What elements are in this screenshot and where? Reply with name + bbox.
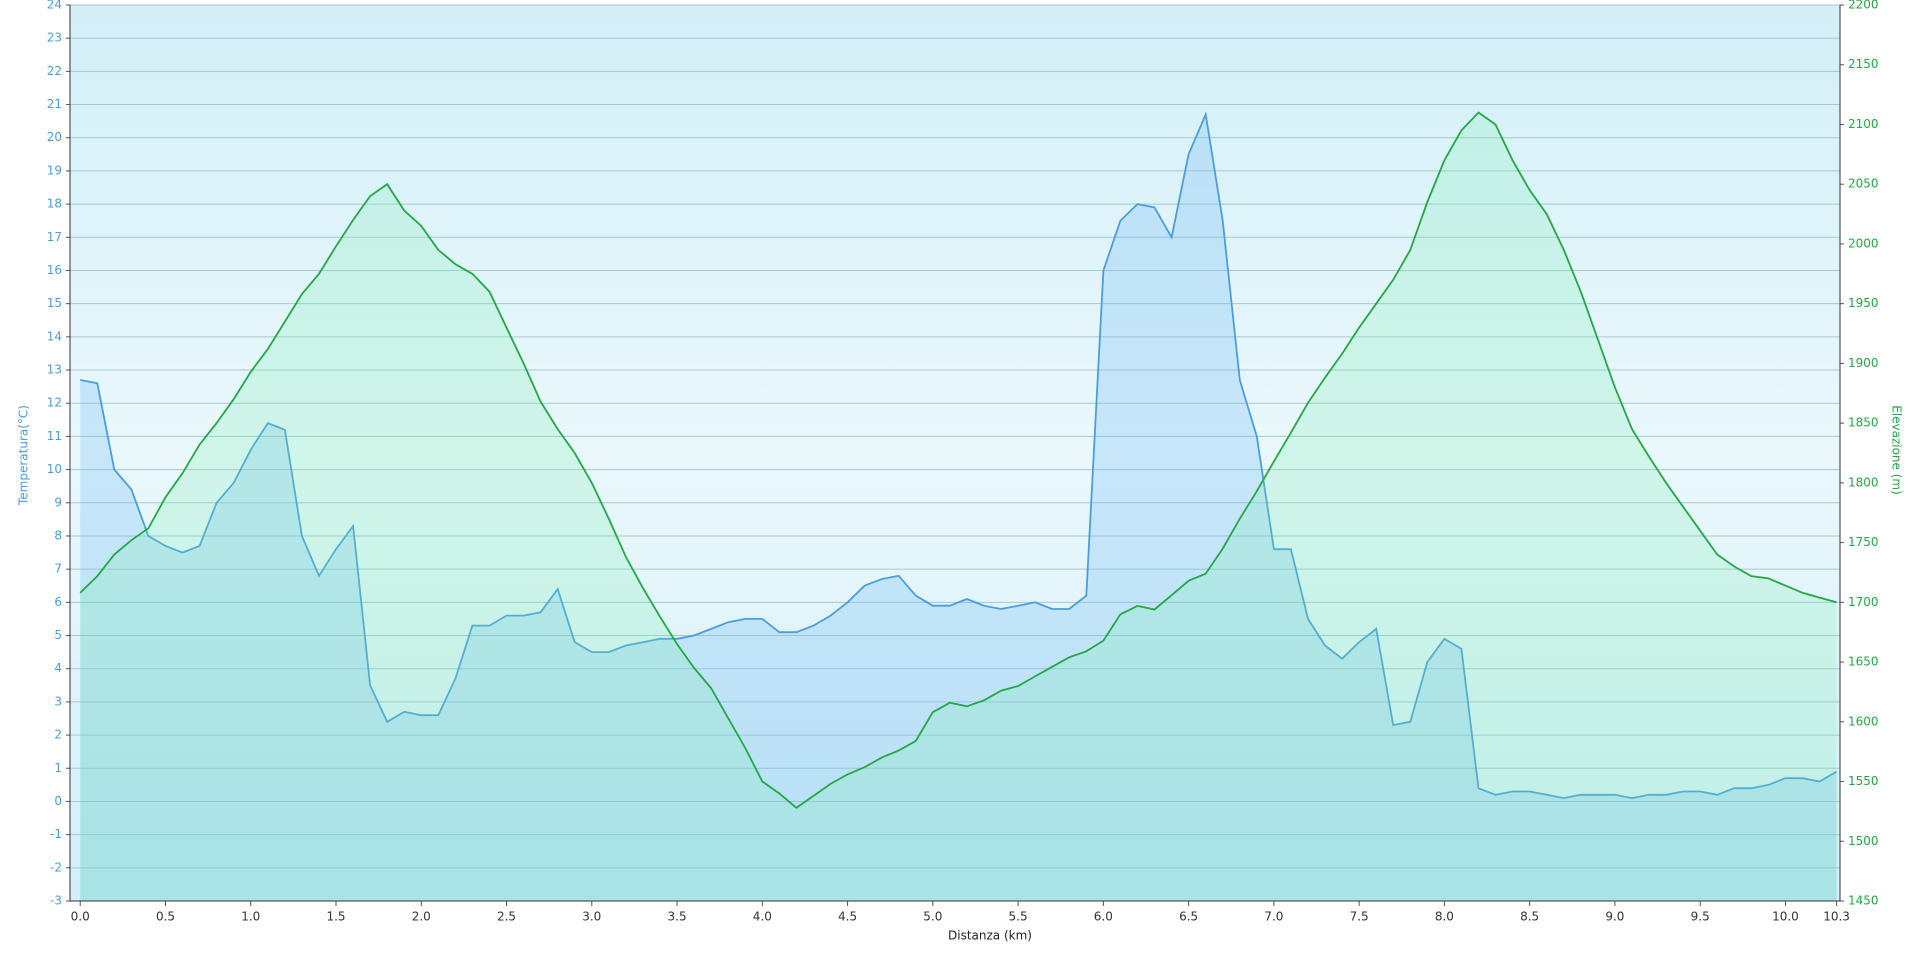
y-tick-label: -1 <box>50 827 62 841</box>
y2-tick-label: 1500 <box>1848 834 1879 848</box>
y-tick-label: 17 <box>47 230 62 244</box>
x-tick-label: 4.5 <box>838 910 857 924</box>
y2-tick-label: 1700 <box>1848 595 1879 609</box>
x-tick-label: 5.5 <box>1009 910 1028 924</box>
y2-tick-label: 1550 <box>1848 774 1879 788</box>
y-tick-label: 15 <box>47 296 62 310</box>
x-tick-label: 10.3 <box>1823 910 1850 924</box>
x-tick-label: 10.0 <box>1772 910 1799 924</box>
y-tick-label: 12 <box>47 396 62 410</box>
y-tick-label: 2 <box>54 728 62 742</box>
x-tick-label: 8.0 <box>1435 910 1454 924</box>
y-tick-label: 0 <box>54 794 62 808</box>
y-tick-label: 14 <box>47 329 62 343</box>
x-tick-label: 6.5 <box>1179 910 1198 924</box>
y-tick-label: 24 <box>47 0 62 12</box>
x-tick-label: 4.0 <box>753 910 772 924</box>
y2-tick-label: 1900 <box>1848 356 1879 370</box>
y-tick-label: 5 <box>54 628 62 642</box>
y-tick-label: 19 <box>47 163 62 177</box>
y-tick-label: 8 <box>54 528 62 542</box>
x-tick-label: 1.5 <box>326 910 345 924</box>
series-line <box>80 111 1838 800</box>
y-tick-label: 20 <box>47 130 62 144</box>
x-tick-label: 5.0 <box>923 910 942 924</box>
y2-tick-label: 2050 <box>1848 177 1879 191</box>
y2-tick-label: 1850 <box>1848 416 1879 430</box>
y-axis-title: Temperatura(°C) <box>17 405 31 506</box>
y-tick-label: 23 <box>47 31 62 45</box>
y-tick-label: 4 <box>54 661 62 675</box>
y-tick-label: 3 <box>54 694 62 708</box>
series-area <box>80 114 1837 901</box>
y-tick-label: 22 <box>47 64 62 78</box>
x-tick-label: 3.5 <box>668 910 687 924</box>
x-tick-label: 9.5 <box>1691 910 1710 924</box>
plot-area <box>70 5 1840 901</box>
x-tick-label: 7.5 <box>1350 910 1369 924</box>
y-tick-label: 6 <box>54 595 62 609</box>
y2-tick-label: 1450 <box>1848 894 1879 908</box>
series-line <box>79 111 1837 809</box>
x-tick-label: 2.5 <box>497 910 516 924</box>
x-tick-label: 1.0 <box>241 910 260 924</box>
x-tick-label: 7.0 <box>1264 910 1283 924</box>
x-tick-label: 2.0 <box>412 910 431 924</box>
y2-tick-label: 2150 <box>1848 57 1879 71</box>
y-tick-label: 21 <box>47 97 62 111</box>
y2-tick-label: 1950 <box>1848 296 1879 310</box>
x-tick-label: 8.5 <box>1520 910 1539 924</box>
x-tick-label: 0.0 <box>71 910 90 924</box>
x-axis-title: Distanza (km) <box>948 929 1032 943</box>
y-tick-label: 10 <box>47 462 62 476</box>
y2-tick-label: 1600 <box>1848 714 1879 728</box>
y2-tick-label: 2100 <box>1848 117 1879 131</box>
y-tick-label: 7 <box>54 562 62 576</box>
x-tick-label: 0.5 <box>156 910 175 924</box>
y-tick-label: 1 <box>54 761 62 775</box>
y2-tick-label: 2000 <box>1848 236 1879 250</box>
y-tick-label: -3 <box>50 894 62 908</box>
y-tick-label: 16 <box>47 263 62 277</box>
y2-tick-label: 1750 <box>1848 535 1879 549</box>
x-tick-label: 3.0 <box>582 910 601 924</box>
y-tick-label: -2 <box>50 860 62 874</box>
y2-axis-title: Elevazione (m) <box>1890 405 1904 495</box>
y-tick-label: 11 <box>47 429 62 443</box>
x-tick-label: 9.0 <box>1605 910 1624 924</box>
y-tick-label: 9 <box>54 495 62 509</box>
x-tick-label: 6.0 <box>1094 910 1113 924</box>
series-area <box>80 112 1837 901</box>
y-tick-label: 13 <box>47 363 62 377</box>
y-tick-label: 18 <box>47 197 62 211</box>
y2-tick-label: 1650 <box>1848 655 1879 669</box>
y2-tick-label: 2200 <box>1848 0 1879 12</box>
y2-tick-label: 1800 <box>1848 475 1879 489</box>
